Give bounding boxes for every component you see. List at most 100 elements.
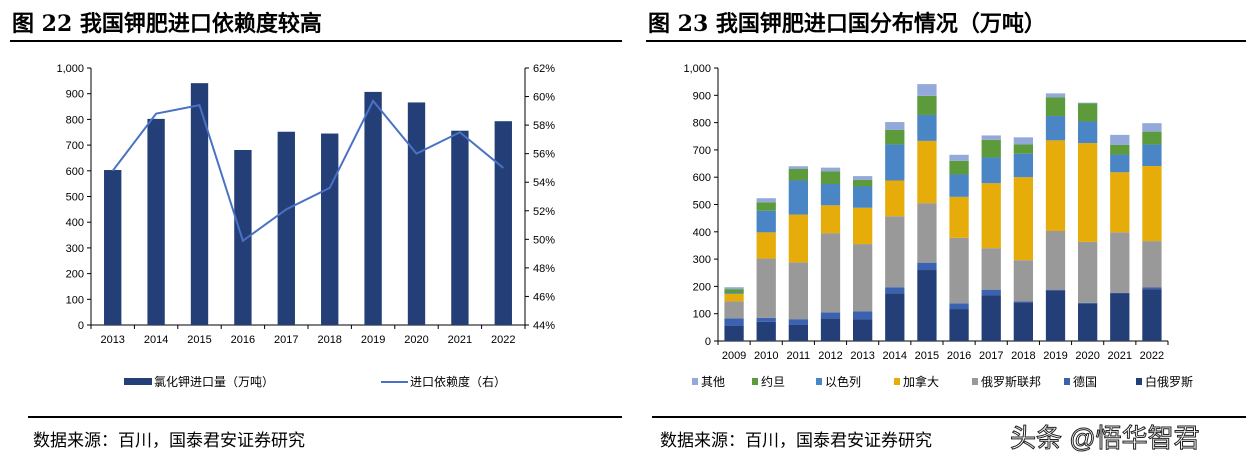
- y-tick-label: 900: [66, 89, 84, 101]
- stack-segment: [853, 311, 873, 320]
- y-tick-label: 700: [66, 140, 84, 152]
- legend-swatch: [692, 378, 698, 385]
- stack-segment: [885, 144, 905, 181]
- y2-tick-label: 56%: [533, 149, 555, 161]
- legend-label: 德国: [1073, 374, 1097, 389]
- stack-segment: [885, 216, 905, 288]
- stack-segment: [1045, 93, 1066, 98]
- stack-segment: [1078, 143, 1098, 242]
- stack-segment: [788, 324, 808, 341]
- x-tick-label: 2015: [915, 350, 939, 362]
- legend-label: 俄罗斯联邦: [981, 375, 1041, 389]
- y-tick-label: 800: [66, 114, 84, 126]
- figure-23-source: 数据来源：百川，国泰君安证券研究: [660, 431, 932, 451]
- stack-segment: [981, 139, 1001, 158]
- stack-segment: [1142, 144, 1162, 167]
- y2-tick-label: 48%: [533, 263, 555, 275]
- stack-segment: [1110, 232, 1130, 293]
- x-tick-label: 2017: [274, 334, 298, 346]
- stack-segment: [1142, 287, 1162, 290]
- stack-segment: [917, 95, 937, 115]
- stack-segment: [949, 237, 969, 304]
- legend-label: 进口依赖度（右）: [410, 374, 506, 389]
- stack-segment: [820, 184, 841, 206]
- x-tick-label: 2019: [1043, 350, 1067, 362]
- title-rule: [646, 40, 1246, 42]
- legend-swatch: [1136, 378, 1142, 385]
- y2-tick-label: 52%: [533, 206, 555, 218]
- dependency-line: [111, 99, 504, 243]
- y2-tick-label: 50%: [533, 234, 555, 246]
- stack-segment: [1110, 144, 1130, 155]
- stack-segment: [981, 157, 1001, 184]
- y-tick-label: 1,000: [56, 63, 84, 75]
- stack-segment: [1078, 302, 1098, 304]
- stack-segment: [1078, 121, 1098, 144]
- stack-segment: [788, 262, 808, 320]
- x-tick-label: 2010: [754, 350, 778, 362]
- y-tick-label: 1,000: [683, 63, 711, 75]
- stack-segment: [724, 301, 744, 319]
- stack-segment: [788, 169, 808, 181]
- legend-swatch-bar: [124, 378, 152, 385]
- y-tick-label: 0: [705, 336, 711, 348]
- figure-22-source: 数据来源：百川，国泰君安证券研究: [33, 431, 305, 451]
- y-tick-label: 800: [693, 118, 711, 130]
- stack-segment: [1045, 230, 1066, 290]
- y-tick-label: 300: [693, 254, 711, 266]
- stack-segment: [1110, 293, 1130, 341]
- stack-segment: [1110, 134, 1130, 145]
- legend-swatch: [1064, 378, 1070, 385]
- legend-swatch: [894, 378, 900, 385]
- y-tick-label: 400: [66, 217, 84, 229]
- stack-segment: [853, 186, 873, 208]
- stack-segment: [820, 167, 841, 172]
- x-tick-label: 2018: [317, 334, 341, 346]
- y2-tick-label: 44%: [533, 320, 555, 332]
- bar: [147, 118, 165, 325]
- stack-segment: [1045, 289, 1066, 291]
- legend-label: 约旦: [761, 374, 785, 389]
- legend-swatch: [972, 378, 978, 385]
- stack-segment: [917, 140, 937, 204]
- legend-label: 加拿大: [903, 374, 939, 389]
- stack-segment: [917, 114, 937, 141]
- x-tick-label: 2020: [1075, 350, 1099, 362]
- x-tick-label: 2016: [231, 334, 255, 346]
- stack-segment: [788, 166, 808, 170]
- x-tick-label: 2019: [361, 334, 385, 346]
- stack-segment: [917, 262, 937, 271]
- bar: [407, 102, 426, 325]
- stack-segment: [949, 303, 969, 310]
- figure-23-title: 图 23 我国钾肥进口国分布情况（万吨）: [648, 11, 1046, 37]
- stack-segment: [1142, 289, 1162, 341]
- y2-tick-label: 46%: [533, 291, 555, 303]
- stack-segment: [756, 210, 776, 233]
- stack-segment: [1013, 144, 1033, 154]
- stack-segment: [820, 233, 841, 313]
- bar: [451, 130, 469, 325]
- y-tick-label: 500: [66, 192, 84, 204]
- y-tick-label: 200: [66, 269, 84, 281]
- stack-segment: [1078, 102, 1098, 104]
- x-tick-label: 2013: [850, 350, 874, 362]
- stack-segment: [1013, 301, 1033, 303]
- legend-label: 以色列: [825, 375, 861, 389]
- stack-segment: [981, 289, 1001, 296]
- title-rule: [10, 40, 622, 42]
- bar: [364, 91, 382, 325]
- stack-segment: [949, 174, 969, 197]
- y-tick-label: 500: [693, 200, 711, 212]
- stack-segment: [1110, 292, 1130, 294]
- stack-segment: [917, 270, 937, 341]
- stack-segment: [756, 232, 776, 259]
- y-tick-label: 600: [66, 166, 84, 178]
- x-tick-label: 2018: [1011, 350, 1035, 362]
- y-tick-label: 400: [693, 227, 711, 239]
- y2-tick-label: 62%: [533, 63, 555, 75]
- bar: [277, 131, 295, 325]
- x-tick-label: 2016: [947, 350, 971, 362]
- stack-segment: [917, 203, 937, 263]
- bar: [104, 170, 122, 325]
- stack-segment: [1013, 177, 1033, 261]
